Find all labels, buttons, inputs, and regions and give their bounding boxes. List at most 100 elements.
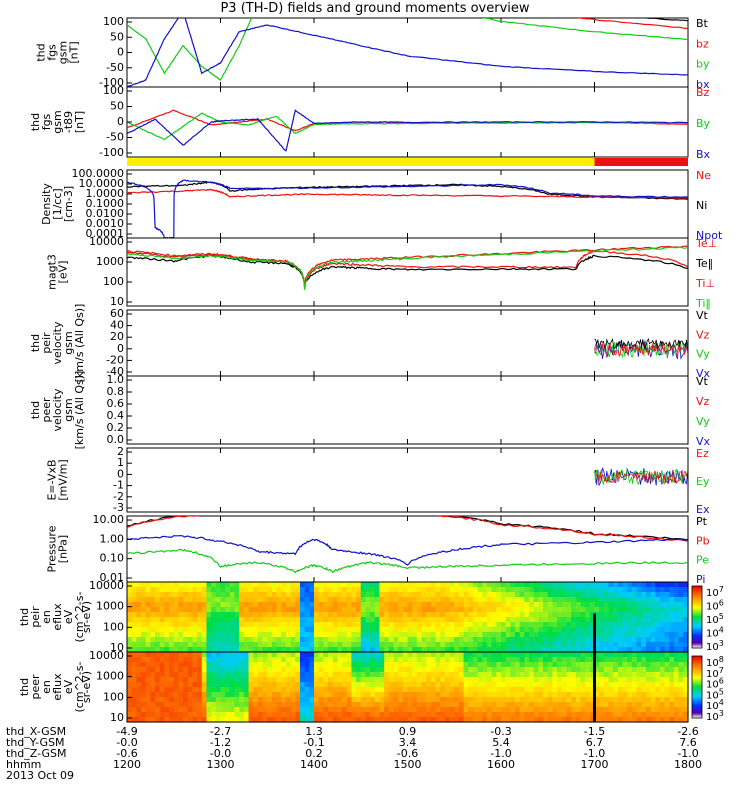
heatmap-cell [346,717,352,723]
heatmap-cell [659,687,666,693]
heatmap-cell [201,637,208,643]
heatmap-cell [594,692,600,698]
heatmap-cell [197,662,203,668]
heatmap-cell [225,592,231,598]
heatmap-cell [197,682,203,688]
heatmap-cell [164,702,170,708]
heatmap-cell [659,672,666,678]
heatmap-cell [159,632,165,638]
heatmap-cell [141,647,147,653]
heatmap-cell [664,717,670,723]
heatmap-cell [426,687,432,693]
heatmap-cell [580,637,586,643]
heatmap-cell [215,587,222,593]
heatmap-cell [323,617,329,623]
heatmap-cell [510,677,516,683]
heatmap-cell [127,692,133,698]
heatmap-cell [566,647,572,653]
heatmap-cell [669,632,675,638]
heatmap-cell [561,697,568,703]
heatmap-cell [136,697,142,703]
footer-value: -0.0 [209,747,232,760]
heatmap-cell [281,602,287,608]
heatmap-cell [398,657,404,663]
heatmap-cell [187,662,194,668]
heatmap-cell [299,617,306,623]
heatmap-cell [276,662,282,668]
heatmap-cell [641,667,647,673]
heatmap-cell [416,622,423,628]
heatmap-cell [622,587,628,593]
heatmap-cell [444,647,451,653]
heatmap-cell [281,622,287,628]
heatmap-cell [543,662,549,668]
heatmap-cell [318,627,324,633]
heatmap-cell [416,627,423,633]
heatmap-cell [585,637,591,643]
heatmap-cell [346,652,352,658]
noise-trace [594,467,688,487]
heatmap-cell [622,687,628,693]
heatmap-cell [304,667,310,673]
heatmap-cell [159,652,165,658]
heatmap-cell [543,707,549,713]
heatmap-cell [440,642,446,648]
heatmap-cell [617,627,624,633]
heatmap-cell [440,657,446,663]
heatmap-cell [683,597,689,603]
heatmap-cell [678,692,684,698]
heatmap-cell [430,582,437,588]
heatmap-cell [505,682,511,688]
heatmap-cell [243,632,250,638]
heatmap-cell [486,597,493,603]
heatmap-cell [538,667,544,673]
heatmap-cell [243,667,250,673]
heatmap-cell [482,712,488,718]
heatmap-cell [594,607,600,613]
heatmap-cell [669,717,675,723]
heatmap-cell [211,692,217,698]
heatmap-cell [234,652,240,658]
heatmap-cell [229,617,236,623]
heatmap-cell [421,662,427,668]
heatmap-cell [561,692,568,698]
heatmap-cell [365,582,371,588]
heatmap-cell [538,637,544,643]
heatmap-cell [281,642,287,648]
heatmap-cell [374,632,381,638]
y-axis-label: thd [29,401,42,419]
heatmap-cell [594,647,600,653]
legend-entry: by [696,58,710,71]
heatmap-cell [384,607,390,613]
heatmap-cell [435,652,441,658]
heatmap-cell [683,582,689,588]
heatmap-cell [136,702,142,708]
heatmap-cell [234,677,240,683]
heatmap-cell [505,607,511,613]
legend-entry: Ti‖ [695,297,711,310]
heatmap-cell [131,662,137,668]
heatmap-cell [673,582,680,588]
heatmap-cell [561,592,568,598]
heatmap-cell [636,657,642,663]
heatmap-cell [374,652,381,658]
heatmap-cell [589,627,596,633]
heatmap-cell [599,607,605,613]
heatmap-cell [655,642,661,648]
heatmap-cell [192,607,198,613]
y-axis-label: thd [18,608,31,626]
heatmap-cell [636,652,642,658]
heatmap-cell [276,602,282,608]
heatmap-cell [197,647,203,653]
heatmap-cell [379,637,385,643]
heatmap-cell [449,652,455,658]
heatmap-cell [678,602,684,608]
heatmap-cell [253,617,259,623]
heatmap-cell [664,622,670,628]
heatmap-cell [328,582,334,588]
heatmap-cell [486,612,493,618]
heatmap-cell [533,707,539,713]
heatmap-cell [337,612,343,618]
heatmap-cell [314,662,320,668]
heatmap-cell [515,637,521,643]
